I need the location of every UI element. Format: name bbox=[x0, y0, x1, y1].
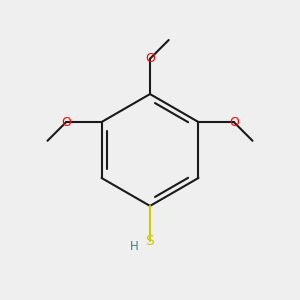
Text: O: O bbox=[145, 52, 155, 65]
Text: O: O bbox=[61, 116, 71, 128]
Text: S: S bbox=[146, 234, 154, 248]
Text: O: O bbox=[229, 116, 239, 128]
Text: H: H bbox=[129, 240, 138, 253]
